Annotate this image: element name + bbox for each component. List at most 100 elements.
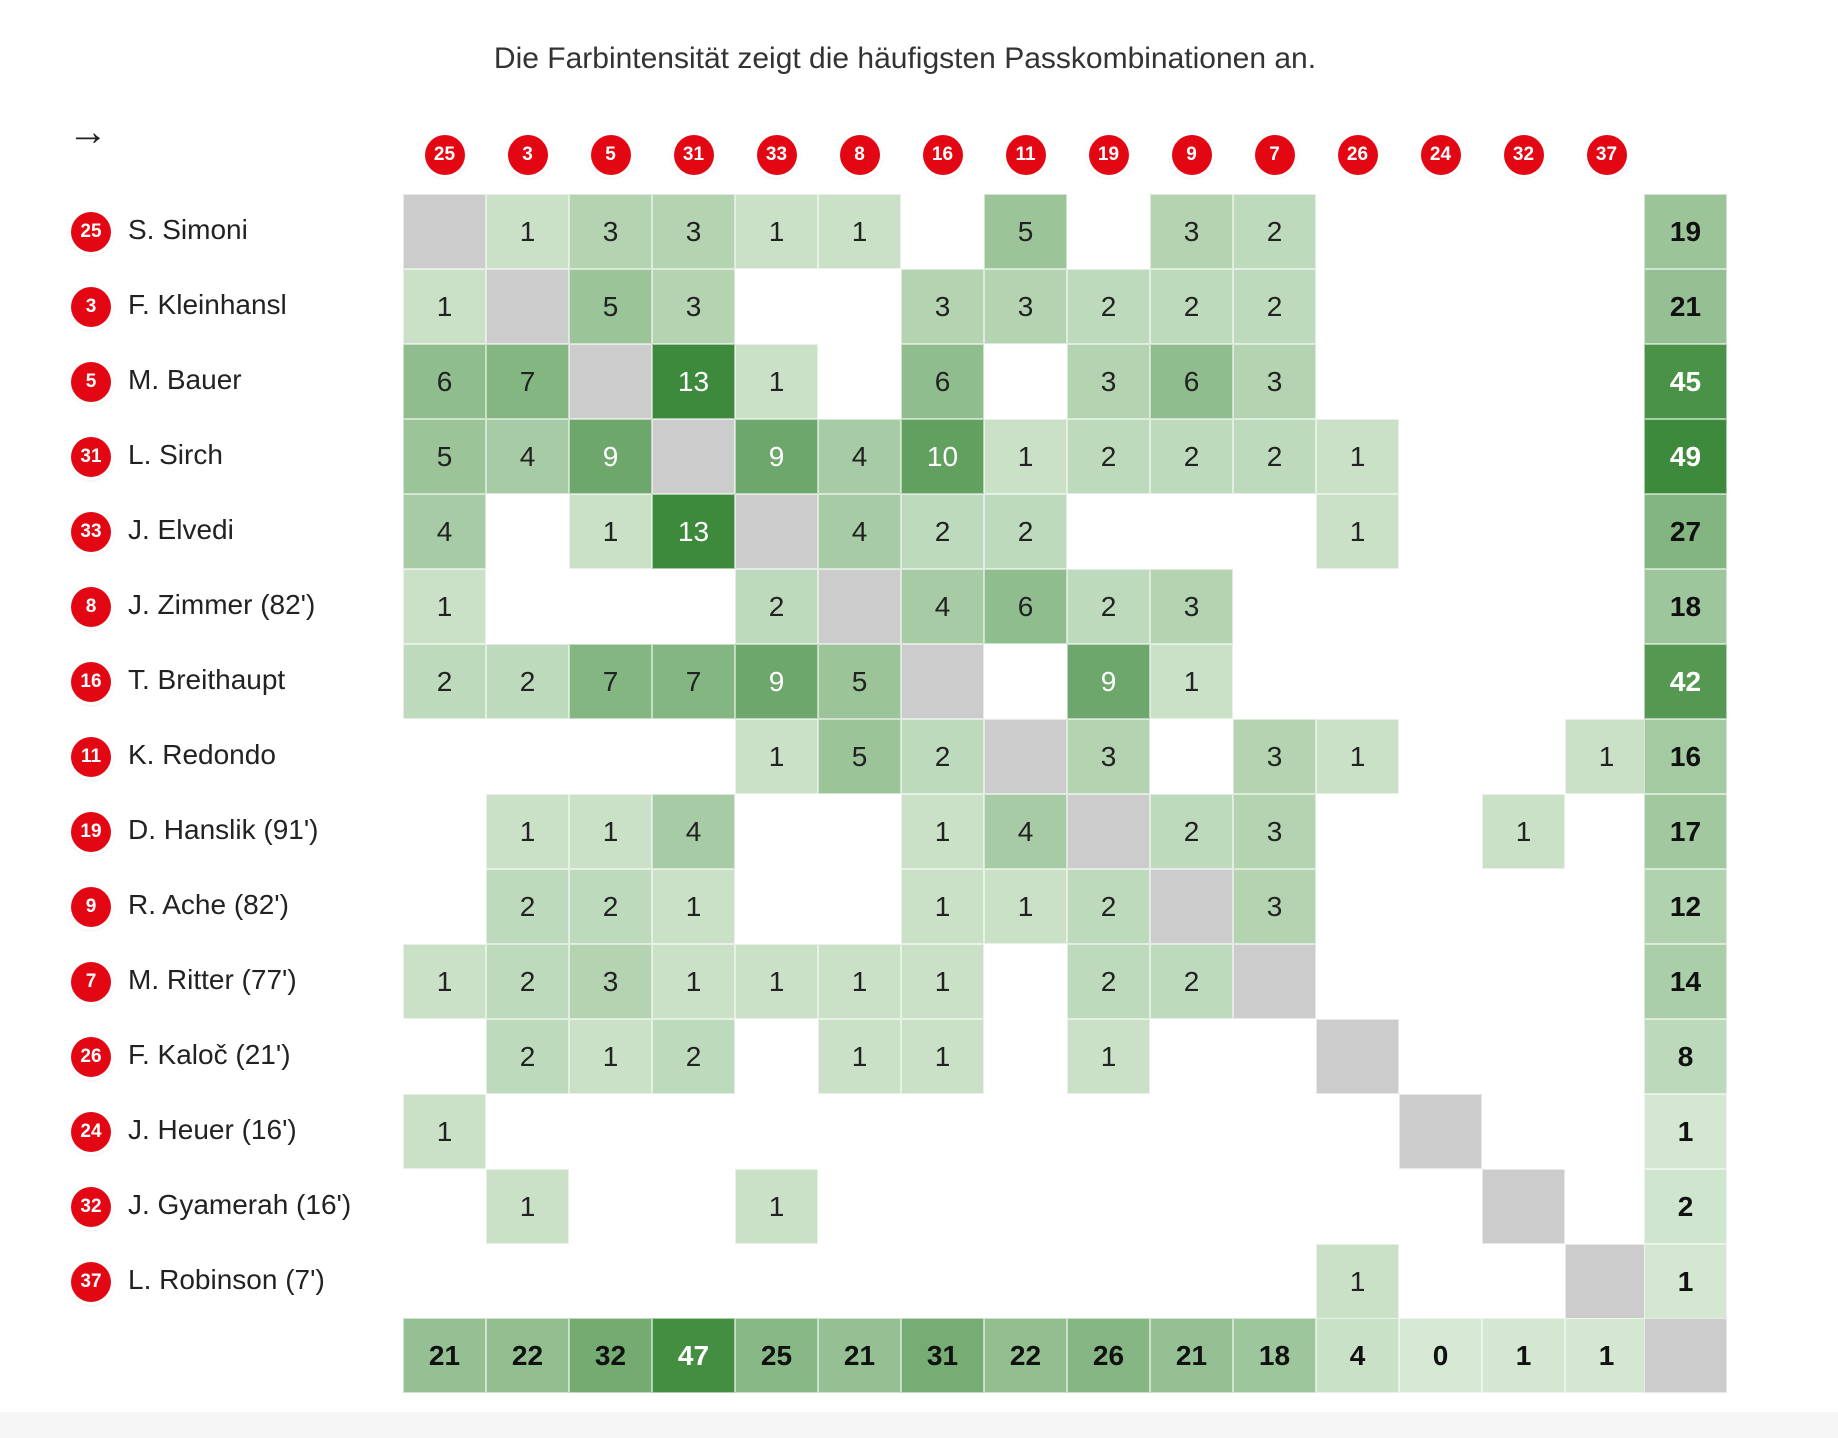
pass-cell: 4	[818, 494, 901, 569]
column-header-badge: 8	[839, 135, 880, 175]
column-total-cell: 22	[984, 1318, 1067, 1393]
row-header-badge: 32	[71, 1186, 111, 1227]
row-total-cell: 18	[1644, 569, 1727, 644]
pass-cell: 2	[1233, 419, 1316, 494]
pass-cell: 2	[1067, 419, 1150, 494]
pass-cell: 9	[1067, 644, 1150, 719]
pass-cell: 7	[486, 344, 569, 419]
row-player-name: M. Ritter (77')	[128, 963, 297, 995]
pass-cell: 9	[735, 644, 818, 719]
row-player-name: F. Kaloč (21')	[128, 1038, 291, 1070]
pass-cell: 1	[486, 794, 569, 869]
column-total-cell: 22	[486, 1318, 569, 1393]
pass-cell: 1	[1316, 719, 1399, 794]
totals-corner-cell	[1644, 1318, 1727, 1393]
row-player-name: L. Robinson (7')	[128, 1263, 325, 1295]
column-total-cell: 31	[901, 1318, 984, 1393]
row-total-cell: 17	[1644, 794, 1727, 869]
pass-cell: 1	[403, 269, 486, 344]
column-total-cell: 4	[1316, 1318, 1399, 1393]
pass-cell: 3	[1067, 344, 1150, 419]
pass-cell: 3	[569, 194, 652, 269]
pass-cell: 1	[735, 719, 818, 794]
pass-cell: 4	[486, 419, 569, 494]
pass-cell: 2	[1150, 419, 1233, 494]
row-total-cell: 49	[1644, 419, 1727, 494]
row-header-badge: 31	[71, 436, 111, 477]
column-header-badge: 19	[1088, 135, 1129, 175]
row-header-badge: 37	[71, 1261, 111, 1302]
pass-cell: 2	[901, 719, 984, 794]
diagonal-cell	[652, 419, 735, 494]
pass-cell: 1	[1316, 494, 1399, 569]
pass-cell: 1	[403, 944, 486, 1019]
row-total-cell: 8	[1644, 1019, 1727, 1094]
pass-cell: 3	[569, 944, 652, 1019]
chart-subtitle: Die Farbintensität zeigt die häufigsten …	[493, 42, 1317, 75]
row-player-name: J. Zimmer (82')	[128, 588, 316, 620]
pass-cell: 1	[1482, 794, 1565, 869]
row-total-cell: 42	[1644, 644, 1727, 719]
row-player-name: T. Breithaupt	[128, 663, 286, 695]
footer-strip	[0, 1412, 1838, 1438]
column-total-cell: 32	[569, 1318, 652, 1393]
pass-cell: 1	[1067, 1019, 1150, 1094]
pass-cell: 4	[652, 794, 735, 869]
column-total-cell: 0	[1399, 1318, 1482, 1393]
pass-cell: 2	[1233, 194, 1316, 269]
row-header-badge: 7	[71, 961, 111, 1002]
diagonal-cell	[901, 644, 984, 719]
pass-cell: 4	[403, 494, 486, 569]
pass-cell: 2	[486, 944, 569, 1019]
pass-cell: 1	[1150, 644, 1233, 719]
row-header-badge: 11	[71, 736, 111, 777]
column-total-cell: 21	[1150, 1318, 1233, 1393]
pass-cell: 4	[984, 794, 1067, 869]
row-total-cell: 16	[1644, 719, 1727, 794]
row-header-badge: 3	[71, 286, 111, 327]
pass-cell: 1	[652, 944, 735, 1019]
row-player-name: D. Hanslik (91')	[128, 813, 319, 845]
pass-cell: 3	[1067, 719, 1150, 794]
row-player-name: R. Ache (82')	[128, 888, 289, 920]
pass-cell: 2	[1150, 269, 1233, 344]
pass-cell: 2	[486, 869, 569, 944]
pass-cell: 2	[1233, 269, 1316, 344]
column-total-cell: 26	[1067, 1318, 1150, 1393]
row-player-name: J. Gyamerah (16')	[128, 1188, 352, 1220]
pass-cell: 13	[652, 494, 735, 569]
pass-cell: 4	[901, 569, 984, 644]
column-header-badge: 7	[1254, 135, 1295, 175]
pass-cell: 2	[1067, 944, 1150, 1019]
pass-cell: 5	[818, 644, 901, 719]
column-header-badge: 32	[1503, 135, 1544, 175]
column-header-badge: 26	[1337, 135, 1378, 175]
pass-cell: 6	[1150, 344, 1233, 419]
row-total-cell: 12	[1644, 869, 1727, 944]
pass-cell: 6	[901, 344, 984, 419]
row-header-badge: 19	[71, 811, 111, 852]
column-header-badge: 5	[590, 135, 631, 175]
diagonal-cell	[486, 269, 569, 344]
pass-cell: 2	[901, 494, 984, 569]
pass-cell: 3	[1150, 194, 1233, 269]
pass-cell: 2	[652, 1019, 735, 1094]
pass-cell: 2	[1150, 944, 1233, 1019]
diagonal-cell	[403, 194, 486, 269]
row-player-name: S. Simoni	[128, 213, 248, 245]
pass-cell: 13	[652, 344, 735, 419]
column-total-cell: 47	[652, 1318, 735, 1393]
pass-cell: 2	[1150, 794, 1233, 869]
row-total-cell: 27	[1644, 494, 1727, 569]
pass-cell: 1	[1316, 419, 1399, 494]
pass-cell: 1	[735, 944, 818, 1019]
row-player-name: M. Bauer	[128, 363, 242, 395]
column-header-badge: 3	[507, 135, 548, 175]
pass-cell: 3	[652, 194, 735, 269]
pass-cell: 9	[569, 419, 652, 494]
diagonal-cell	[1482, 1169, 1565, 1244]
pass-cell: 3	[1150, 569, 1233, 644]
row-header-badge: 5	[71, 361, 111, 402]
row-total-cell: 2	[1644, 1169, 1727, 1244]
